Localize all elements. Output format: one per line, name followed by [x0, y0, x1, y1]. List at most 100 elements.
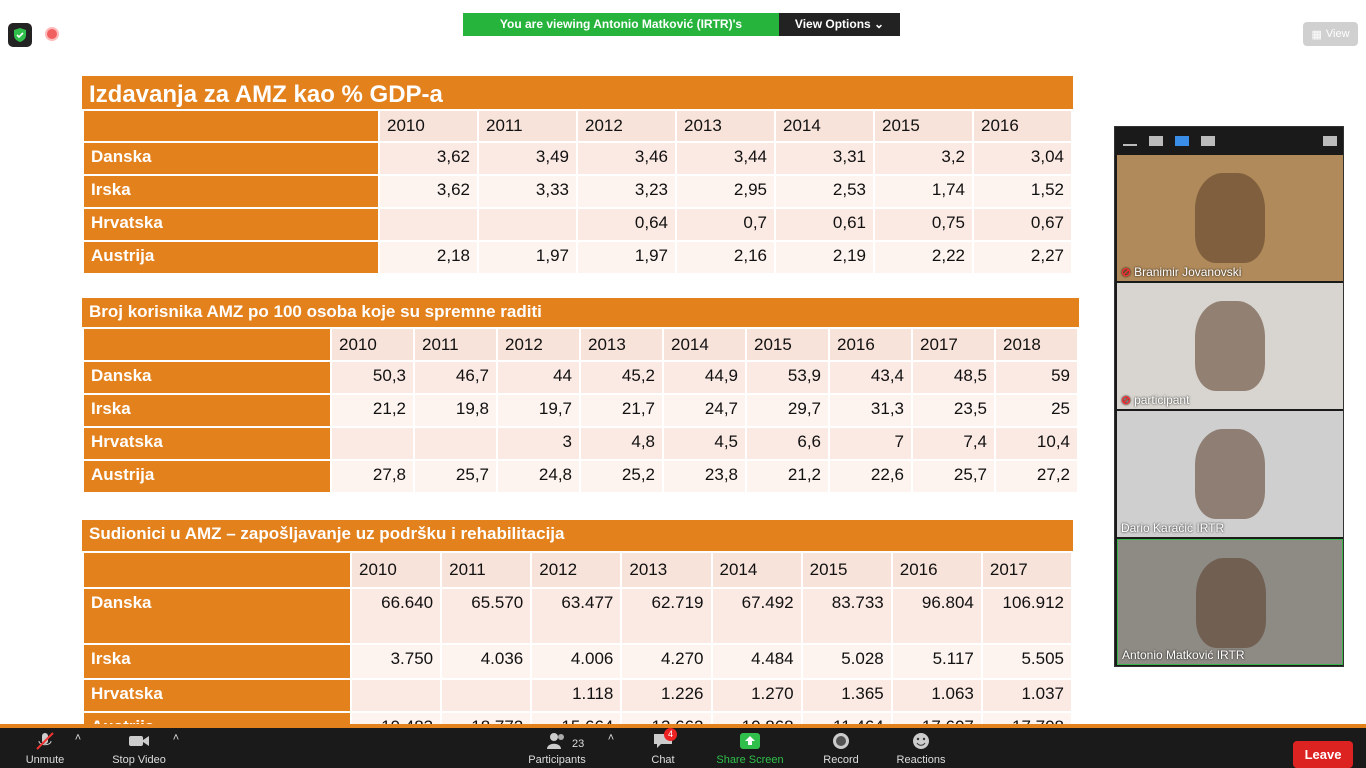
- year-header-cell: 2014: [662, 327, 747, 362]
- value-cell: 10,4: [994, 426, 1079, 461]
- video-tile[interactable]: Dario Karačić IRTR: [1117, 411, 1343, 537]
- value-cell: 83.733: [800, 587, 893, 645]
- chat-unread-badge: 4: [664, 728, 677, 741]
- table-row: Hrvatska 3 4,8 4,5 6,6 7 7,4 10,4: [82, 426, 1079, 461]
- data-table: 2010 2011 2012 2013 2014 2015 2016 2017 2018 Dans…: [82, 327, 1079, 494]
- table-row: Danska 66.640 65.570 63.477 62.719 67.492 83.7…: [82, 587, 1074, 645]
- value-cell: 19,7: [496, 393, 581, 428]
- participant-name-text: participant: [1134, 393, 1190, 407]
- video-tile[interactable]: ⊘ participant: [1117, 283, 1343, 409]
- country-label-cell: Danska: [82, 360, 332, 395]
- recording-indicator-icon: [45, 27, 59, 41]
- reactions-button[interactable]: Reactions: [892, 732, 950, 766]
- microphone-muted-icon: [36, 732, 54, 750]
- video-options-caret[interactable]: ˄: [172, 732, 180, 744]
- share-screen-button[interactable]: Share Screen: [714, 732, 786, 766]
- value-cell: 3,33: [477, 174, 578, 209]
- speaker-view-icon[interactable]: [1149, 136, 1163, 146]
- video-panel: ⊘ Branimir Jovanovski ⊘ participant Dario Ka…: [1114, 126, 1344, 667]
- screen-share-banner: You are viewing Antonio Matković (IRTR)'…: [463, 13, 900, 54]
- value-cell: 1.270: [710, 678, 803, 713]
- record-icon: [833, 733, 849, 749]
- reactions-smiley-icon: [913, 733, 929, 749]
- strip-view-icon[interactable]: [1175, 136, 1189, 146]
- value-cell: 0,7: [675, 207, 776, 242]
- value-cell: 25,7: [413, 459, 498, 494]
- value-cell: 59: [994, 360, 1079, 395]
- table-header-row: 2010 2011 2012 2013 2014 2015 2016 2017: [82, 551, 1074, 589]
- value-cell: 6,6: [745, 426, 830, 461]
- value-cell: 1.226: [620, 678, 713, 713]
- view-button[interactable]: ▦ View: [1303, 22, 1358, 46]
- value-cell: 1.063: [890, 678, 983, 713]
- share-screen-icon: [740, 733, 760, 749]
- reactions-label: Reactions: [896, 754, 946, 766]
- country-label-cell: Hrvatska: [82, 207, 380, 242]
- value-cell: 53,9: [745, 360, 830, 395]
- value-cell: 5.028: [800, 643, 893, 680]
- year-header-cell: 2013: [579, 327, 664, 362]
- participant-name: ⊘ Branimir Jovanovski: [1121, 265, 1241, 279]
- value-cell: [349, 678, 443, 713]
- chat-button[interactable]: 4 Chat: [648, 728, 678, 766]
- value-cell: 106.912: [980, 587, 1074, 645]
- value-cell: 44,9: [662, 360, 747, 395]
- muted-microphone-icon: ⊘: [1121, 393, 1132, 407]
- security-shield-icon[interactable]: [8, 23, 32, 47]
- minimize-icon[interactable]: [1123, 144, 1137, 146]
- year-header-cell: 2016: [828, 327, 913, 362]
- country-label-cell: Irska: [82, 393, 332, 428]
- video-tile[interactable]: Antonio Matković IRTR: [1117, 539, 1343, 665]
- year-header-cell: 2012: [530, 551, 623, 589]
- value-cell: 62.719: [620, 587, 713, 645]
- year-header-cell: 2015: [745, 327, 830, 362]
- participants-icon: [547, 733, 564, 749]
- value-cell: 23,5: [911, 393, 996, 428]
- value-cell: 22,6: [828, 459, 913, 494]
- value-cell: [413, 426, 498, 461]
- leave-button[interactable]: Leave: [1293, 741, 1353, 768]
- year-header-cell: 2012: [576, 109, 677, 143]
- year-header-cell: 2010: [349, 551, 443, 589]
- table-row: Hrvatska 0,64 0,7 0,61 0,75 0,67: [82, 207, 1073, 242]
- value-cell: 25,2: [579, 459, 664, 494]
- unmute-button[interactable]: Unmute: [22, 732, 68, 766]
- participants-options-caret[interactable]: ˄: [607, 732, 615, 744]
- table-title: Izdavanja za AMZ kao % GDP-a: [82, 76, 1073, 109]
- value-cell: 67.492: [710, 587, 803, 645]
- year-header-cell: 2011: [477, 109, 578, 143]
- view-grid-icon: ▦: [1311, 28, 1322, 41]
- value-cell: 25: [994, 393, 1079, 428]
- participants-button[interactable]: 23 Participants: [524, 732, 590, 766]
- value-cell: 65.570: [440, 587, 533, 645]
- value-cell: 45,2: [579, 360, 664, 395]
- year-header-cell: 2014: [710, 551, 803, 589]
- record-button[interactable]: Record: [820, 732, 862, 766]
- participant-name-text: Branimir Jovanovski: [1134, 265, 1242, 279]
- year-header-cell: 2016: [972, 109, 1073, 143]
- value-cell: 4,8: [579, 426, 664, 461]
- video-tile[interactable]: ⊘ Branimir Jovanovski: [1117, 155, 1343, 281]
- value-cell: 21,2: [330, 393, 415, 428]
- audio-options-caret[interactable]: ˄: [74, 732, 82, 744]
- value-cell: 3,49: [477, 141, 578, 176]
- gallery-view-icon[interactable]: [1201, 136, 1215, 146]
- value-cell: 7: [828, 426, 913, 461]
- value-cell: 96.804: [890, 587, 983, 645]
- meeting-toolbar: Unmute ˄ Stop Video ˄ 23 Participants ˄ …: [0, 728, 1366, 768]
- year-header-cell: 2013: [675, 109, 776, 143]
- value-cell: [330, 426, 415, 461]
- exit-panel-icon[interactable]: [1323, 136, 1337, 146]
- year-header-cell: 2011: [413, 327, 498, 362]
- value-cell: 3,23: [576, 174, 677, 209]
- value-cell: 0,67: [972, 207, 1073, 242]
- participant-video-feed: [1195, 173, 1265, 263]
- table-gdp-spending: Izdavanja za AMZ kao % GDP-a 2010 2011 201…: [82, 76, 1073, 275]
- stop-video-button[interactable]: Stop Video: [107, 732, 171, 766]
- country-label-cell: Irska: [82, 643, 352, 680]
- value-cell: [440, 678, 533, 713]
- value-cell: 43,4: [828, 360, 913, 395]
- chat-label: Chat: [651, 754, 675, 766]
- value-cell: 3: [496, 426, 581, 461]
- view-options-button[interactable]: View Options ⌄: [779, 13, 900, 36]
